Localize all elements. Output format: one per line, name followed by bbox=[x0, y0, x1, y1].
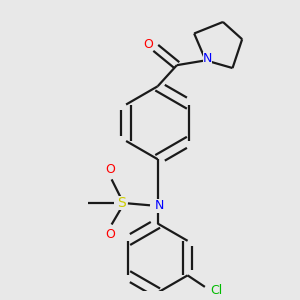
Text: O: O bbox=[105, 163, 115, 176]
Text: Cl: Cl bbox=[210, 284, 223, 297]
Text: N: N bbox=[203, 52, 212, 65]
Text: O: O bbox=[143, 38, 153, 50]
Text: O: O bbox=[105, 228, 115, 241]
Text: S: S bbox=[117, 196, 126, 210]
Text: N: N bbox=[155, 199, 164, 212]
